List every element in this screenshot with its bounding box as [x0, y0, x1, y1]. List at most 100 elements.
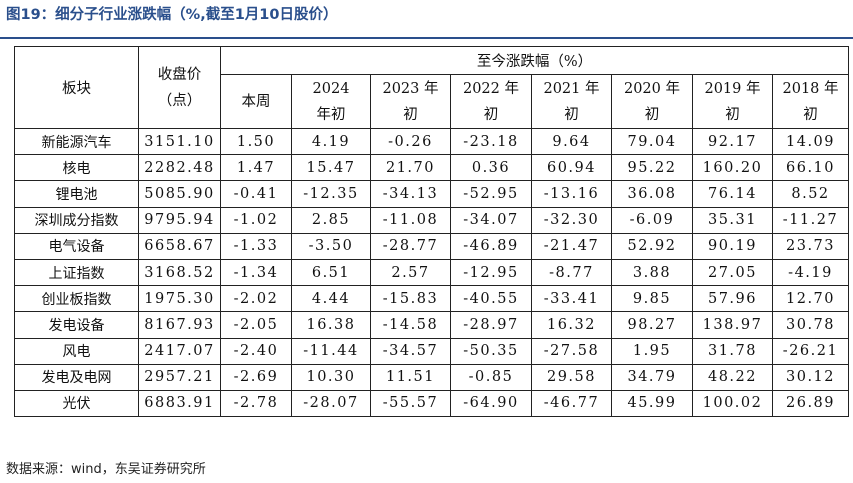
- change-value: -52.95: [450, 180, 532, 208]
- change-value: 9.85: [611, 285, 693, 313]
- change-value: 6.51: [291, 258, 371, 287]
- change-value: 3.88: [611, 258, 693, 287]
- change-value: -2.05: [220, 311, 292, 339]
- change-value: -2.69: [220, 363, 292, 391]
- change-value: -13.16: [531, 180, 612, 208]
- change-value: 30.12: [771, 363, 850, 391]
- change-value: 160.20: [692, 154, 773, 182]
- header-close-line1: 收盘价: [157, 66, 202, 83]
- change-value: -28.77: [370, 232, 451, 260]
- close-price: 6658.67: [138, 232, 221, 260]
- close-price: 5085.90: [138, 180, 221, 208]
- sector-name: 发电及电网: [14, 363, 139, 391]
- sector-name: 风电: [14, 337, 139, 365]
- table-row: 核电 2282.48 1.47 15.47 21.70 0.36 60.94 95.22 160…: [14, 154, 850, 182]
- change-value: 35.31: [692, 206, 773, 234]
- change-value: 21.70: [370, 154, 451, 182]
- change-value: 2.85: [291, 206, 371, 234]
- change-value: 11.51: [370, 363, 451, 391]
- change-value: 9.64: [531, 127, 612, 156]
- change-value: -26.21: [771, 337, 850, 365]
- change-value: 1.50: [220, 127, 292, 156]
- table-row: 深圳成分指数 9795.94 -1.02 2.85 -11.08 -34.07 -32.30…: [14, 206, 850, 234]
- change-value: 26.89: [771, 389, 850, 418]
- change-value: -21.47: [531, 232, 612, 260]
- change-value: 16.38: [291, 311, 371, 339]
- source-note: 数据来源：wind，东吴证券研究所: [6, 462, 206, 477]
- sector-name: 创业板指数: [14, 285, 139, 313]
- change-value: -2.78: [220, 389, 292, 418]
- change-value: 23.73: [771, 232, 850, 260]
- change-value: 98.27: [611, 311, 693, 339]
- change-value: 60.94: [531, 154, 612, 182]
- close-price: 2957.21: [138, 363, 221, 391]
- change-value: -11.27: [771, 206, 850, 234]
- header-row-periods: 本周 2024 年初 2023 年初 2022 年初 2021 年初 2020 年初 2019…: [15, 74, 850, 129]
- header-period-line1: 2021 年: [543, 80, 600, 97]
- table-row: 新能源汽车 3151.10 1.50 4.19 -0.26 -23.18 9.64 79.04…: [14, 127, 850, 156]
- change-value: -34.07: [450, 206, 532, 234]
- change-value: 34.79: [611, 363, 693, 391]
- figure-title: 图19：细分子行业涨跌幅（%,截至1月10日股价）: [6, 7, 338, 23]
- change-value: -0.41: [220, 180, 292, 208]
- header-period-line2: 年初: [316, 106, 346, 123]
- change-value: 29.58: [531, 363, 612, 391]
- table-row: 上证指数 3168.52 -1.34 6.51 2.57 -12.95 -8.77 3.88 2…: [14, 258, 850, 287]
- table-row: 电气设备 6658.67 -1.33 -3.50 -28.77 -46.89 -21.47 5…: [14, 232, 850, 260]
- header-period: 2019 年初: [692, 74, 773, 129]
- change-value: -23.18: [450, 127, 532, 156]
- change-value: 79.04: [611, 127, 693, 156]
- table-row: 光伏 6883.91 -2.78 -28.07 -55.57 -64.90 -46.77 45…: [14, 389, 850, 418]
- change-value: -1.02: [220, 206, 292, 234]
- table-body: 新能源汽车 3151.10 1.50 4.19 -0.26 -23.18 9.64 79.04…: [14, 127, 850, 418]
- change-value: 36.08: [611, 180, 693, 208]
- header-close-price: 收盘价 （点）: [138, 46, 221, 129]
- change-value: -1.33: [220, 232, 292, 260]
- change-value: -12.35: [291, 180, 371, 208]
- change-value: 30.78: [771, 311, 850, 339]
- header-change-group-label: 至今涨跌幅（%）: [476, 54, 593, 70]
- sector-name: 电气设备: [14, 232, 139, 260]
- header-period-line1: 2024: [312, 80, 350, 97]
- change-value: -2.40: [220, 337, 292, 365]
- sector-name: 深圳成分指数: [14, 206, 139, 234]
- change-value: -46.89: [450, 232, 532, 260]
- close-price: 2282.48: [138, 154, 221, 182]
- header-period-line2: 初: [403, 106, 418, 123]
- close-price: 1975.30: [138, 285, 221, 313]
- table-row: 发电设备 8167.93 -2.05 16.38 -14.58 -28.97 16.32 98…: [14, 311, 850, 339]
- sector-name: 上证指数: [14, 258, 139, 287]
- change-value: -14.58: [370, 311, 451, 339]
- header-period-line2: 初: [564, 106, 579, 123]
- table-row: 锂电池 5085.90 -0.41 -12.35 -34.13 -52.95 -13.16 3…: [14, 180, 850, 208]
- header-period: 2018 年初: [771, 74, 850, 129]
- change-value: 57.96: [692, 285, 773, 313]
- change-value: -6.09: [611, 206, 693, 234]
- change-value: 10.30: [291, 363, 371, 391]
- change-value: 100.02: [692, 389, 773, 418]
- change-value: -34.57: [370, 337, 451, 365]
- change-value: 8.52: [771, 180, 850, 208]
- change-value: -0.26: [370, 127, 451, 156]
- change-value: 31.78: [692, 337, 773, 365]
- header-period-line1: 2022 年: [462, 80, 519, 97]
- sector-name: 新能源汽车: [14, 127, 139, 156]
- change-value: 92.17: [692, 127, 773, 156]
- change-value: 2.57: [370, 258, 451, 287]
- header-period-line2: 初: [644, 106, 660, 123]
- change-value: -2.02: [220, 285, 292, 313]
- change-value: -32.30: [531, 206, 612, 234]
- close-price: 6883.91: [138, 389, 221, 418]
- close-price: 8167.93: [138, 311, 221, 339]
- change-value: -0.85: [450, 363, 532, 391]
- change-value: -50.35: [450, 337, 532, 365]
- sector-name: 锂电池: [14, 180, 139, 208]
- title-divider: [0, 37, 853, 39]
- table-row: 风电 2417.07 -2.40 -11.44 -34.57 -50.35 -27.58 1.…: [14, 337, 850, 365]
- change-value: -40.55: [450, 285, 532, 313]
- change-value: 4.44: [291, 285, 371, 313]
- close-price: 3151.10: [138, 127, 221, 156]
- header-period-line1: 本周: [241, 93, 271, 110]
- table-row: 创业板指数 1975.30 -2.02 4.44 -15.83 -40.55 -33.41 9…: [14, 285, 850, 313]
- change-value: -11.44: [291, 337, 371, 365]
